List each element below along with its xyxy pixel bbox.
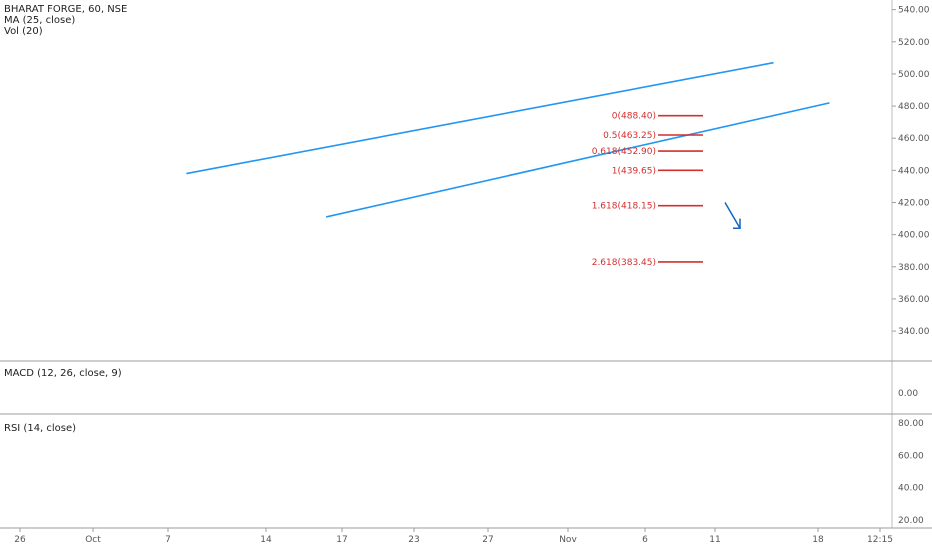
fib-label: 0.618(452.90) — [592, 147, 656, 157]
time-tick-label: 11 — [709, 535, 720, 545]
price-tick-label: 380.00 — [898, 263, 930, 273]
time-tick-label: 6 — [642, 535, 648, 545]
chart-title: BHARAT FORGE, 60, NSE MA (25, close) Vol… — [4, 4, 127, 37]
time-tick-label: 23 — [408, 535, 419, 545]
time-tick-label: 14 — [260, 535, 272, 545]
time-tick-label: Nov — [559, 535, 577, 545]
fib-label: 0(488.40) — [612, 112, 656, 122]
fib-label: 2.618(383.45) — [592, 258, 656, 268]
price-tick-label: 500.00 — [898, 70, 930, 80]
rsi-tick-label: 60.00 — [898, 451, 924, 461]
macd-tick-label: 0.00 — [898, 389, 918, 399]
vol-label: Vol (20) — [4, 26, 43, 37]
rsi-tick-label: 80.00 — [898, 419, 924, 429]
price-tick-label: 360.00 — [898, 295, 930, 305]
time-tick-label: 26 — [14, 535, 26, 545]
rsi-title: RSI (14, close) — [4, 423, 77, 434]
price-tick-label: 480.00 — [898, 102, 930, 112]
ma-label: MA (25, close) — [4, 15, 76, 26]
macd-title: MACD (12, 26, close, 9) — [4, 368, 122, 379]
price-tick-label: 420.00 — [898, 199, 930, 209]
time-tick-label: 18 — [812, 535, 824, 545]
price-tick-label: 440.00 — [898, 166, 930, 176]
time-tick-label: 7 — [165, 535, 171, 545]
time-tick-label: Oct — [85, 535, 101, 545]
symbol-label: BHARAT FORGE, 60, NSE — [4, 4, 128, 15]
time-tick-label: 17 — [336, 535, 347, 545]
price-tick-label: 340.00 — [898, 327, 930, 337]
channel-lower — [326, 102, 830, 218]
trend-arrow-head — [733, 218, 741, 229]
price-tick-label: 460.00 — [898, 134, 930, 144]
price-tick-label: 520.00 — [898, 38, 930, 48]
fib-label: 0.5(463.25) — [603, 131, 656, 141]
rsi-tick-label: 20.00 — [898, 516, 924, 526]
trend-arrow — [724, 202, 741, 229]
channel-upper — [186, 61, 774, 175]
price-tick-label: 400.00 — [898, 231, 930, 241]
rsi-tick-label: 40.00 — [898, 484, 924, 494]
price-tick-label: 540.00 — [898, 6, 930, 16]
time-tick-label: 27 — [482, 535, 493, 545]
overlays: 0(488.40) 0.5(463.25) 0.618(452.90) 1(439.6… — [186, 61, 830, 268]
fib-label: 1.618(418.15) — [592, 202, 656, 212]
time-tick-label: 12:15 — [867, 535, 893, 545]
fib-label: 1(439.65) — [612, 166, 656, 176]
